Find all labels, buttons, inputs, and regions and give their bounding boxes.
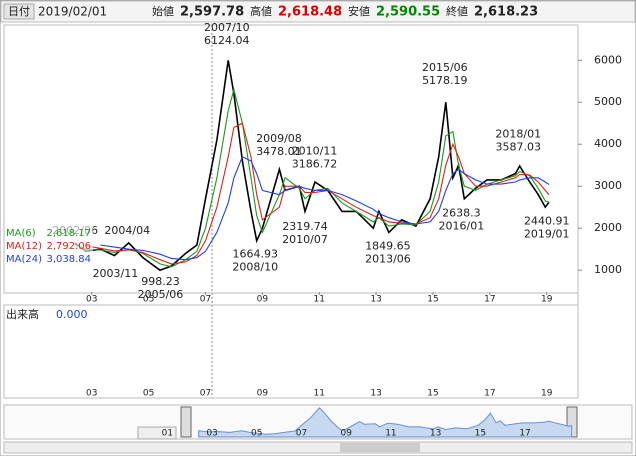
x-tick-label: 09 [257, 295, 269, 305]
x-tick-label: 03 [86, 295, 97, 305]
annotation-price: 2440.91 [524, 215, 570, 228]
volume-x-tick-label: 09 [257, 389, 269, 399]
y-tick-label: 2000 [594, 221, 622, 234]
low-label: 安値 [348, 4, 370, 18]
date-label: 日付 [8, 5, 30, 18]
annotation-date: 2003/11 [93, 267, 139, 280]
nav-tick-label: 09 [340, 429, 352, 439]
annotation-price: 1664.93 [232, 247, 278, 260]
nav-tick-label: 11 [385, 429, 396, 439]
legend-value: 3,038.84 [46, 254, 91, 265]
high-label: 高値 [250, 4, 272, 18]
x-tick-label: 11 [313, 295, 324, 305]
high: 2,618.48 [278, 5, 342, 20]
annotation-price: 3478.01 [256, 145, 302, 158]
y-tick-label: 5000 [594, 95, 622, 108]
open-label: 始値 [152, 4, 174, 18]
x-tick-label: 05 [143, 295, 154, 305]
nav-area [198, 407, 573, 438]
nav-handle-left[interactable] [180, 406, 192, 438]
volume-panel [3, 304, 579, 399]
annotation-price: 1849.65 [365, 240, 411, 253]
y-tick-label: 3000 [594, 179, 622, 192]
scrollbar[interactable] [3, 441, 633, 454]
x-tick-label: 15 [427, 295, 438, 305]
annotation-price: 6124.04 [204, 34, 250, 47]
nav-tick-label: 07 [296, 429, 307, 439]
series-line [100, 156, 550, 261]
volume-x-tick-label: 03 [86, 389, 97, 399]
open: 2,597.78 [180, 5, 244, 20]
x-tick-label: 07 [200, 295, 211, 305]
legend-name: MA(6) [6, 228, 36, 239]
date-label-box [3, 3, 35, 20]
legend-name: MA(12) [6, 241, 42, 252]
nav-tick-label: 03 [206, 429, 217, 439]
annotation-price: 2319.74 [282, 220, 328, 233]
legend-box [5, 225, 93, 269]
y-tick-label: 6000 [594, 53, 622, 66]
annotation-date: 2019/01 [524, 228, 570, 241]
close-label: 終値 [446, 4, 468, 18]
x-tick-label: 13 [370, 295, 381, 305]
annotation-date: 2004/04 [104, 224, 150, 237]
annotation-date: 2016/01 [439, 219, 485, 232]
annotation-date: 2010/11 [292, 144, 338, 157]
annotation-price: 2638.3 [442, 206, 481, 219]
annotation-date: 2009/08 [256, 132, 302, 145]
volume-value: 0.000 [56, 308, 88, 321]
legend-value: 2,618.17 [46, 228, 91, 239]
legend-name: MA(24) [6, 254, 42, 265]
nav-box [137, 426, 177, 440]
volume-x-tick-label: 05 [143, 389, 154, 399]
annotation-date: 2007/10 [204, 21, 250, 34]
annotation-date: 2005/06 [138, 288, 184, 301]
volume-x-tick-label: 17 [484, 389, 495, 399]
x-tick-label: 17 [484, 295, 495, 305]
nav-tick-label: 15 [475, 429, 486, 439]
nav-tick-label: 05 [251, 429, 262, 439]
date: 2019/02/01 [38, 5, 107, 19]
annotation-price: 998.23 [141, 275, 180, 288]
header-bar [0, 0, 636, 23]
scroll-thumb[interactable] [340, 443, 420, 452]
volume-label: 出来高 [6, 307, 39, 321]
volume-x-tick-label: 19 [541, 389, 553, 399]
annotation-date: 2018/01 [495, 128, 541, 141]
nav-tick-label: 13 [430, 429, 441, 439]
volume-x-tick-label: 15 [427, 389, 438, 399]
annotation-price: 5178.19 [422, 74, 468, 87]
volume-x-tick-label: 07 [200, 389, 211, 399]
volume-x-tick-label: 13 [370, 389, 381, 399]
low: 2,590.55 [376, 5, 440, 20]
annotation-date: 2013/06 [365, 253, 411, 266]
annotation-date: 2008/10 [232, 260, 278, 273]
y-tick-label: 1000 [594, 263, 622, 276]
annotation-date: 2015/06 [422, 61, 468, 74]
nav-tick-label: 17 [519, 429, 530, 439]
nav-tick-label: 01 [162, 429, 173, 439]
annotation-price: 3587.03 [496, 141, 542, 154]
annotation-price: 3186.72 [292, 157, 338, 170]
series-line [74, 60, 550, 272]
volume-x-tick-label: 11 [313, 389, 324, 399]
y-tick-label: 4000 [594, 137, 622, 150]
annotation-date: 2010/07 [282, 233, 328, 246]
legend-value: 2,792.06 [46, 241, 91, 252]
x-tick-label: 19 [541, 295, 553, 305]
close: 2,618.23 [474, 5, 538, 20]
